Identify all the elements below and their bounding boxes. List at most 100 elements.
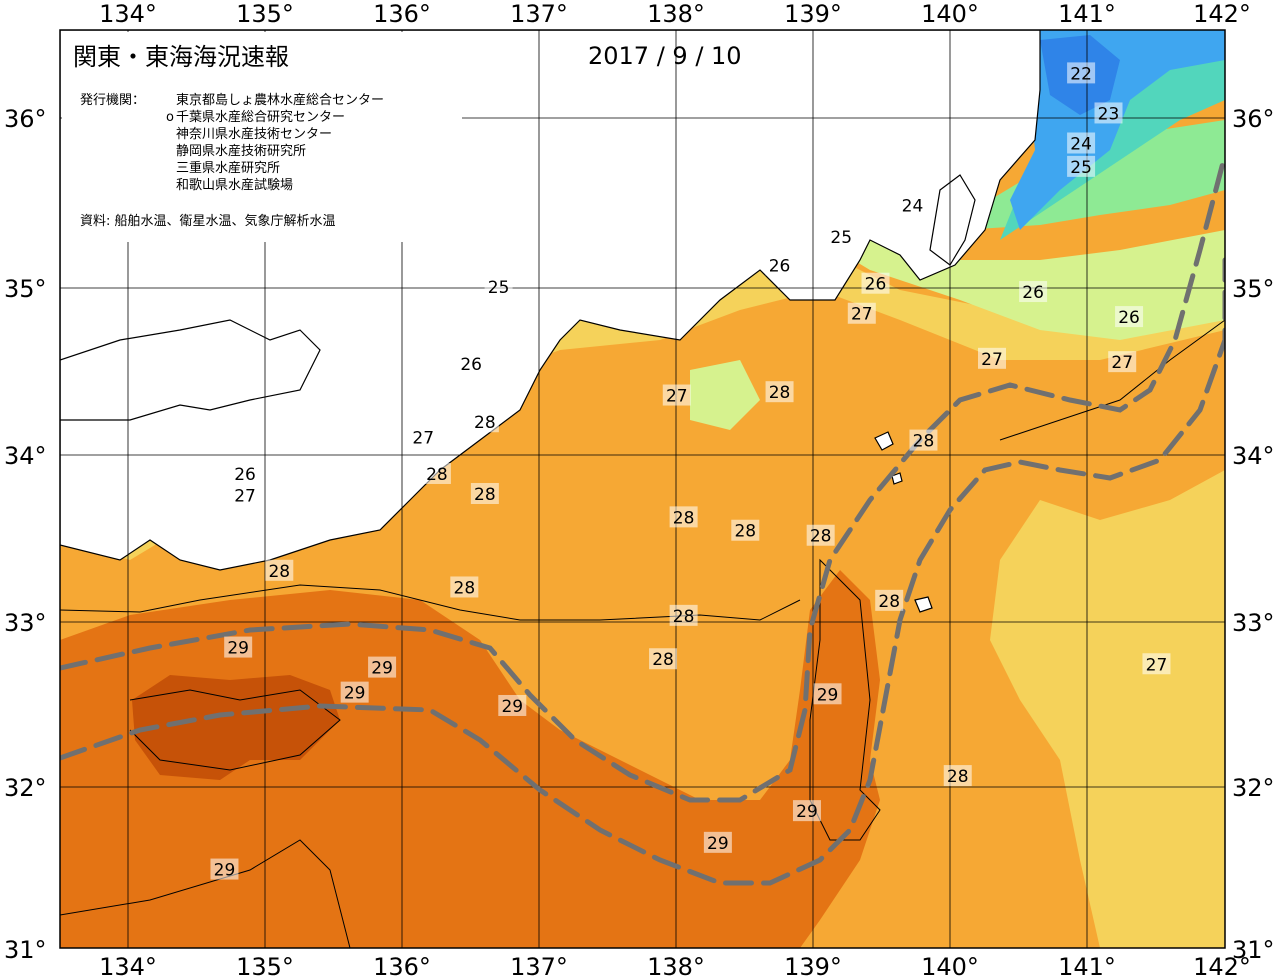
isotherm-label: 27 [1146, 655, 1168, 675]
isotherm-label-bg [409, 426, 438, 448]
isotherm-label: 26 [1118, 308, 1140, 328]
isotherm-label: 28 [426, 465, 448, 485]
isotherm-label-bg [210, 858, 239, 880]
isotherm-label: 29 [796, 802, 818, 822]
isotherm-label: 28 [878, 592, 900, 612]
issuer-3: 神奈川県水産技術センター [176, 126, 332, 142]
isotherm-label: 28 [947, 767, 969, 787]
lat-label-left: 34° [4, 442, 47, 470]
isotherm-label-bg [909, 429, 938, 451]
lon-label-top: 134° [99, 0, 157, 28]
isotherm-label-bg [978, 347, 1006, 369]
lat-label-left: 32° [4, 774, 47, 802]
isotherm-contours [60, 319, 1225, 948]
isotherm-label-bg [422, 462, 451, 484]
data-source: 資料: 船舶水温、衛星水温、気象庁解析水温 [80, 213, 336, 229]
isotherm-label-bg [340, 681, 369, 703]
isotherm-label-bg [875, 589, 904, 611]
header: 関東・東海海況速報 2017 / 9 / 10 発行機関： 東京都島しょ農林水産… [62, 32, 742, 242]
lon-label-top: 139° [784, 0, 842, 28]
lon-label-top: 136° [373, 0, 431, 28]
isotherm-label: 28 [474, 485, 496, 505]
isotherm-label-bg [943, 765, 972, 787]
isotherm-label: 25 [1070, 158, 1092, 178]
isotherm-label: 25 [830, 228, 852, 248]
map-title: 関東・東海海況速報 [73, 43, 289, 71]
kuroshio-axis [60, 152, 1225, 886]
isotherm-label-bg [898, 194, 927, 216]
isotherm-label: 26 [769, 256, 791, 276]
sea-29plus-core [132, 675, 340, 780]
isotherm-label-bg [1094, 102, 1123, 124]
isotherm-label: 28 [474, 413, 496, 433]
isotherm-label-bg [649, 648, 678, 670]
isotherm-label-bg [861, 272, 890, 294]
isotherm-label-bg [1067, 155, 1096, 177]
isotherm-label: 29 [501, 697, 523, 717]
isotherm-label-bg [731, 519, 760, 541]
map-frame [59, 29, 1226, 949]
isotherm-label: 27 [412, 428, 434, 448]
lat-label-left: 33° [4, 609, 47, 637]
isotherm-label-bg [847, 302, 876, 324]
isotherm-label-bg [231, 462, 260, 484]
isotherm-label: 28 [454, 578, 476, 598]
isotherm-label: 24 [1070, 134, 1092, 154]
lat-label-right: 36° [1232, 105, 1275, 133]
lon-label-top: 141° [1058, 0, 1116, 28]
sea-27-east [990, 470, 1225, 948]
lat-labels-left: 36° 35° 34° 33° 32° 31° [4, 105, 47, 964]
isotherm-label: 26 [865, 275, 887, 295]
isotherm-label-bg [806, 524, 835, 546]
isotherm-label: 27 [234, 487, 256, 507]
lon-label-top: 140° [921, 0, 979, 28]
lat-label-left: 35° [4, 275, 47, 303]
lon-label-bottom: 140° [921, 953, 979, 980]
sea-26-bay [690, 360, 760, 430]
land-hachijo [914, 596, 933, 613]
isotherm-label-bg [470, 411, 499, 433]
isotherm-label-bg [1067, 62, 1096, 84]
isotherm-label-bg [368, 656, 397, 678]
isotherm-label-bg [470, 483, 499, 505]
isotherm-label: 28 [769, 383, 791, 403]
isotherm-label: 28 [673, 607, 695, 627]
isotherm-label-bg [703, 831, 732, 853]
isotherm-label-bg [450, 576, 479, 598]
isotherm-label-bg [662, 384, 691, 406]
isotherm-label-bg [765, 381, 794, 403]
isotherm-label: 25 [488, 278, 510, 298]
lon-label-top: 142° [1193, 0, 1251, 28]
issuer-6: 和歌山県水産試験場 [176, 177, 293, 193]
lon-label-bottom: 134° [99, 953, 157, 980]
lon-label-top: 138° [647, 0, 705, 28]
isotherm-label: 27 [666, 387, 688, 407]
lon-labels-bottom: 134° 135° 136° 137° 138° 139° 140° 141° … [99, 953, 1251, 980]
issuer-5: 三重県水産研究所 [176, 160, 280, 176]
lat-label-right: 34° [1232, 442, 1275, 470]
lon-label-bottom: 135° [236, 953, 294, 980]
isotherm-label: 27 [1111, 353, 1133, 373]
isotherm-label: 29 [707, 834, 729, 854]
land-izu-oshima [874, 431, 894, 451]
lat-label-right: 33° [1232, 609, 1275, 637]
lon-labels-top: 134° 135° 136° 137° 138° 139° 140° 141° … [99, 0, 1251, 28]
isotherm-label: 29 [227, 639, 249, 659]
isotherm-label-bg [231, 484, 260, 506]
isotherm-label-bg [765, 254, 794, 276]
isotherm-label-bg [224, 636, 253, 658]
isotherm-label: 26 [1022, 283, 1044, 303]
isotherm-label: 29 [344, 684, 366, 704]
isotherm-label: 26 [234, 465, 256, 485]
lat-label-left: 36° [4, 105, 47, 133]
land-shikoku [60, 319, 321, 421]
lon-label-top: 135° [236, 0, 294, 28]
land-miyake [891, 472, 903, 485]
lon-label-bottom: 141° [1058, 953, 1116, 980]
issuer-label: 発行機関： [80, 93, 145, 108]
lat-label-right: 31° [1232, 936, 1275, 964]
issuer-4: 静岡県水産技術研究所 [176, 143, 306, 159]
